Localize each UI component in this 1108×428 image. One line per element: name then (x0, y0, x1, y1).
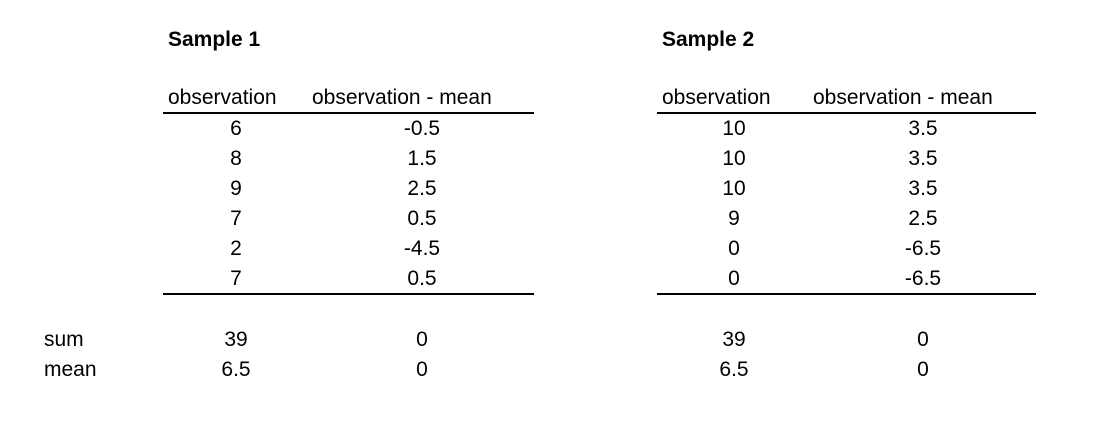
sample-1-deviation-header: observation - mean (312, 86, 492, 109)
sample-1-deviation-sum: 0 (416, 328, 428, 351)
table-cell: 10 (722, 147, 746, 170)
table-cell: 6 (230, 117, 242, 140)
table-cell: -6.5 (904, 237, 942, 260)
table-cell: 7 (230, 267, 242, 290)
table-cell: 2.5 (908, 207, 938, 230)
sample-1-observation-header: observation (168, 86, 277, 109)
sample-2-header-rule (657, 112, 1036, 114)
table-cell: 9 (230, 177, 242, 200)
table-cell: -4.5 (403, 237, 441, 260)
table-cell: 3.5 (908, 117, 938, 140)
table-cell: 0 (728, 267, 740, 290)
table-cell: 9 (728, 207, 740, 230)
table-cell: 3.5 (908, 177, 938, 200)
mean-row-label: mean (44, 358, 97, 381)
table-cell: 1.5 (407, 147, 437, 170)
table-cell: 7 (230, 207, 242, 230)
table-cell: 10 (722, 177, 746, 200)
table-cell: 2.5 (407, 177, 437, 200)
table-cell: -6.5 (904, 267, 942, 290)
sample-1-observation-column: 6 8 9 7 2 7 (186, 114, 286, 294)
sample-2-title: Sample 2 (662, 28, 755, 51)
sample-1-observation-sum: 39 (224, 328, 248, 351)
sample-2-footer-rule (657, 293, 1036, 295)
sum-row-label: sum (44, 328, 84, 351)
sample-2-deviation-mean: 0 (917, 358, 929, 381)
sample-1-deviation-mean: 0 (416, 358, 428, 381)
table-cell: 10 (722, 117, 746, 140)
table-cell: 8 (230, 147, 242, 170)
sample-2-observation-column: 10 10 10 9 0 0 (684, 114, 784, 294)
sample-2-deviation-header: observation - mean (813, 86, 993, 109)
sample-1-header-rule (163, 112, 534, 114)
sample-2-observation-sum: 39 (722, 328, 746, 351)
sample-1-title: Sample 1 (168, 28, 261, 51)
sample-2-deviation-sum: 0 (917, 328, 929, 351)
table-cell: -0.5 (403, 117, 441, 140)
table-cell: 0.5 (407, 207, 437, 230)
sample-2-observation-header: observation (662, 86, 771, 109)
table-cell: 2 (230, 237, 242, 260)
table-cell: 0 (728, 237, 740, 260)
sample-2-observation-mean: 6.5 (719, 358, 749, 381)
sample-1-footer-rule (163, 293, 534, 295)
sample-1-deviation-column: -0.5 1.5 2.5 0.5 -4.5 0.5 (372, 114, 472, 294)
sample-1-observation-mean: 6.5 (221, 358, 251, 381)
sample-2-deviation-column: 3.5 3.5 3.5 2.5 -6.5 -6.5 (873, 114, 973, 294)
table-cell: 3.5 (908, 147, 938, 170)
table-cell: 0.5 (407, 267, 437, 290)
